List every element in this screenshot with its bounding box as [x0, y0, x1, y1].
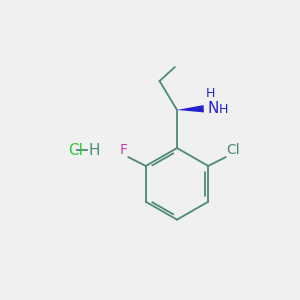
Text: Cl: Cl: [226, 143, 240, 157]
Text: Cl: Cl: [68, 143, 82, 158]
Polygon shape: [177, 105, 204, 112]
Text: H: H: [206, 86, 215, 100]
Text: F: F: [120, 143, 128, 157]
Text: N: N: [208, 101, 219, 116]
Text: H: H: [89, 143, 100, 158]
Text: H: H: [218, 103, 228, 116]
